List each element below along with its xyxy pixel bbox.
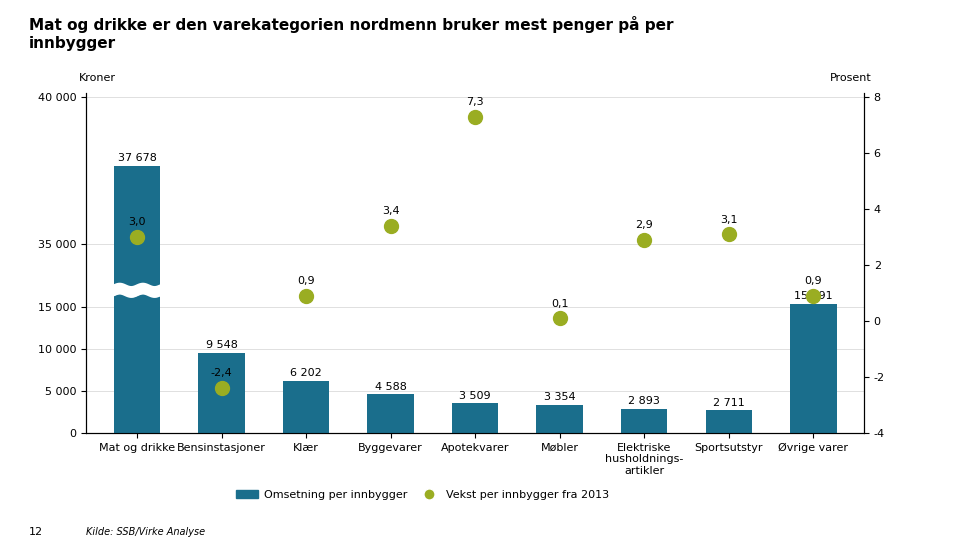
Bar — [199, 353, 245, 433]
Text: 3 509: 3 509 — [460, 391, 491, 401]
Bar — [114, 165, 160, 433]
Text: 0,1: 0,1 — [551, 299, 568, 309]
Text: 2 711: 2 711 — [713, 398, 745, 408]
Text: 12: 12 — [29, 527, 43, 537]
Text: 15 391: 15 391 — [794, 292, 832, 301]
Text: 3,4: 3,4 — [382, 206, 399, 216]
Text: 2 893: 2 893 — [628, 396, 660, 406]
Text: 0,9: 0,9 — [298, 276, 315, 286]
Text: Kilde: SSB/Virke Analyse: Kilde: SSB/Virke Analyse — [86, 527, 205, 537]
Bar — [790, 304, 836, 433]
Bar — [706, 410, 752, 433]
Text: 3,1: 3,1 — [720, 215, 737, 225]
Text: 37 678: 37 678 — [118, 153, 156, 163]
Text: Prosent: Prosent — [830, 73, 872, 83]
Bar — [283, 381, 329, 433]
Bar — [621, 409, 667, 433]
Text: 0,9: 0,9 — [804, 276, 822, 286]
Text: 6 202: 6 202 — [290, 368, 322, 378]
Bar — [452, 403, 498, 433]
Bar — [368, 395, 414, 433]
Legend: Omsetning per innbygger, Vekst per innbygger fra 2013: Omsetning per innbygger, Vekst per innby… — [231, 485, 613, 504]
Text: Kroner: Kroner — [79, 73, 115, 83]
Text: 3 354: 3 354 — [544, 392, 576, 402]
Bar — [537, 405, 583, 433]
Text: -2,4: -2,4 — [211, 368, 232, 379]
Text: Mat og drikke er den varekategorien nordmenn bruker mest penger på per
innbygger: Mat og drikke er den varekategorien nord… — [29, 16, 673, 51]
Text: 7,3: 7,3 — [467, 97, 484, 107]
Text: 3,0: 3,0 — [129, 218, 146, 227]
Text: 4 588: 4 588 — [374, 382, 407, 392]
Text: 2,9: 2,9 — [636, 220, 653, 230]
Text: 9 548: 9 548 — [205, 340, 237, 350]
